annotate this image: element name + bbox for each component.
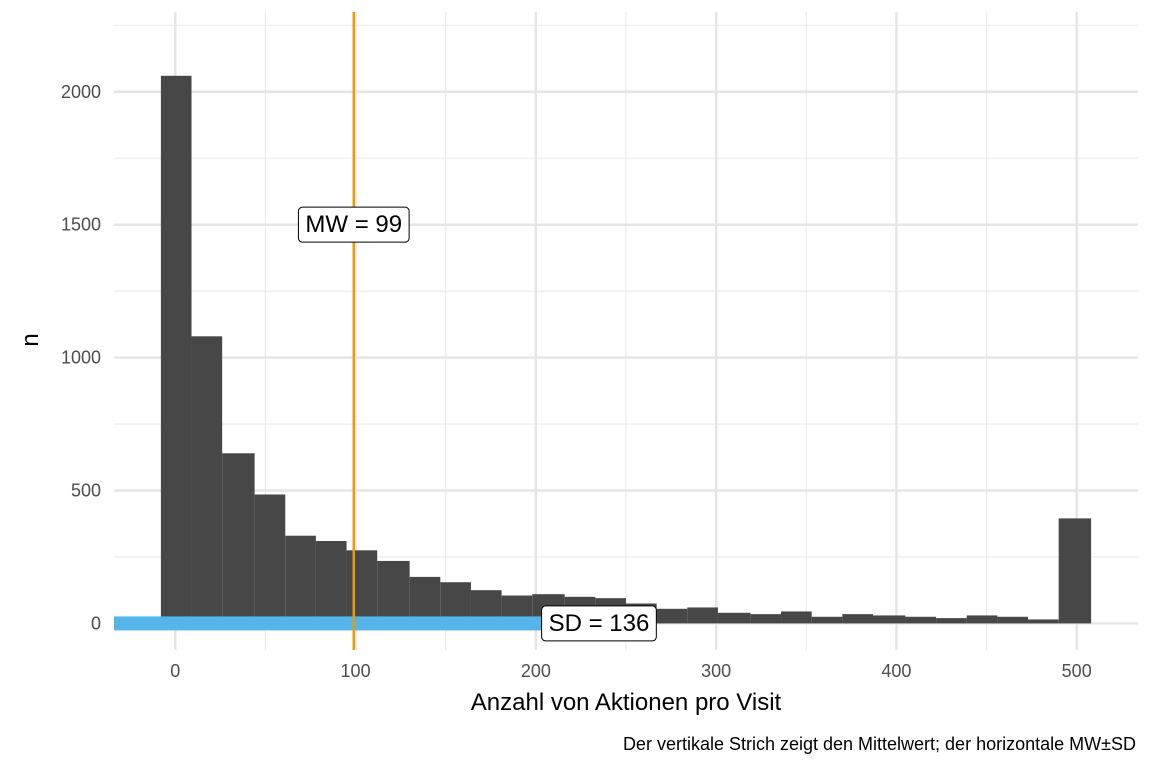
x-tick-label: 500 — [1062, 661, 1092, 681]
chart-caption: Der vertikale Strich zeigt den Mittelwer… — [623, 734, 1136, 754]
histogram-bar — [872, 615, 906, 624]
histogram-bar — [781, 611, 812, 624]
histogram-bar — [222, 453, 255, 624]
histogram-bar — [997, 616, 1029, 624]
histogram-bar — [656, 608, 688, 624]
histogram-bar — [315, 541, 347, 624]
x-tick-label: 400 — [881, 661, 911, 681]
y-axis-ticks: 0 500 1000 1500 2000 — [61, 82, 101, 634]
histogram-bar — [254, 494, 286, 624]
histogram-bar — [811, 616, 843, 624]
sd-label-box — [541, 605, 657, 642]
histogram-bar — [966, 615, 998, 624]
histogram-bar — [905, 616, 937, 624]
x-tick-label: 0 — [170, 661, 180, 681]
x-tick-label: 300 — [701, 661, 731, 681]
y-tick-label: 1500 — [61, 215, 101, 235]
histogram-bar — [346, 550, 378, 624]
sd-range — [114, 616, 599, 631]
mean-label-text: MW = 99 — [305, 211, 402, 238]
x-axis-ticks: 0 100 200 300 400 500 — [170, 661, 1091, 681]
y-tick-label: 500 — [71, 481, 101, 501]
x-tick-label: 100 — [341, 661, 371, 681]
y-tick-label: 1000 — [61, 348, 101, 368]
y-axis-title: n — [17, 333, 44, 346]
histogram-bar — [1058, 518, 1092, 624]
histogram-bar — [687, 607, 718, 624]
sd-label: SD = 136 — [541, 605, 657, 642]
histogram-bar — [1028, 619, 1059, 624]
sd-label-text: SD = 136 — [549, 610, 650, 637]
histogram-bar — [285, 535, 316, 624]
histogram-bar — [842, 614, 873, 624]
histogram-bar — [377, 560, 410, 624]
mean-label: MW = 99 — [297, 206, 410, 243]
histogram-bar — [160, 75, 192, 624]
histogram-bar — [191, 336, 223, 624]
mean-label-box — [297, 206, 410, 243]
x-axis-title: Anzahl von Aktionen pro Visit — [471, 689, 782, 716]
x-tick-label: 200 — [521, 661, 551, 681]
histogram-bar — [750, 614, 782, 624]
y-tick-label: 2000 — [61, 82, 101, 102]
histogram-bar — [717, 612, 751, 624]
sd-bar — [114, 616, 599, 631]
histogram-bar — [936, 618, 967, 624]
histogram-bar — [409, 576, 441, 624]
histogram-bars — [160, 75, 1092, 624]
y-tick-label: 0 — [91, 613, 101, 633]
